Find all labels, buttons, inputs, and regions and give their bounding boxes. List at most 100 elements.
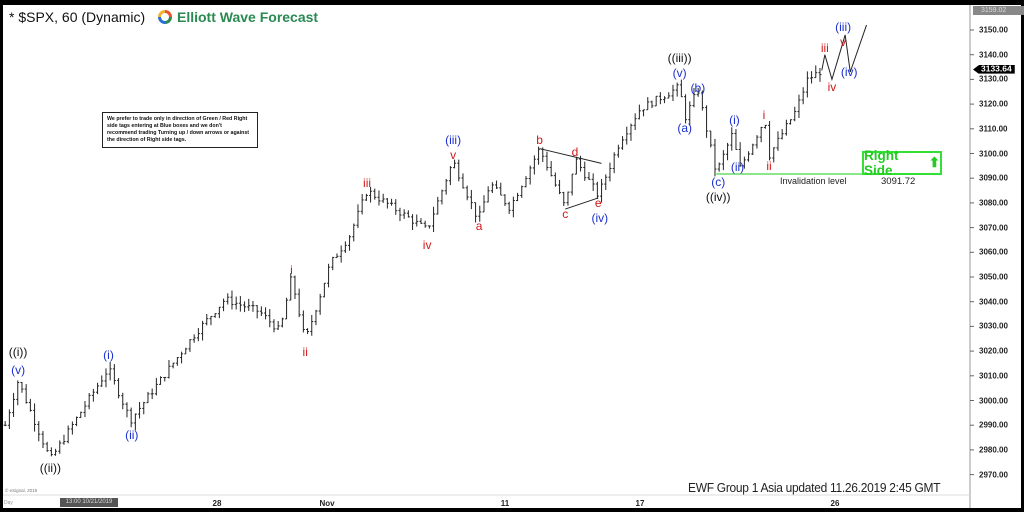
ohlc-bar [394, 199, 398, 215]
ohlc-bar [742, 156, 746, 169]
wave-label: iv [423, 238, 432, 252]
ohlc-bar [129, 407, 133, 428]
ohlc-bar [768, 121, 772, 161]
ohlc-bar [41, 431, 45, 449]
ohlc-bar [301, 310, 305, 333]
ohlc-bar [705, 105, 709, 138]
ohlc-bar [306, 328, 310, 335]
ohlc-bar [390, 198, 394, 206]
y-tick-label: 3110.00 [979, 124, 1008, 134]
wave-label: a [476, 219, 483, 233]
ohlc-bar [268, 309, 272, 328]
ohlc-bar [453, 159, 457, 169]
ohlc-bar [238, 296, 242, 312]
ohlc-bar [348, 235, 352, 251]
ohlc-bar [717, 162, 721, 172]
ohlc-bar [20, 381, 24, 393]
interval-day-label[interactable]: Day [4, 500, 13, 506]
ohlc-bar [419, 218, 423, 224]
ohlc-bar [478, 205, 482, 222]
ohlc-bar [692, 87, 696, 108]
ohlc-bar [222, 298, 226, 312]
x-tick-label: 17 [635, 499, 645, 508]
ohlc-bar [121, 392, 125, 410]
ohlc-bar [356, 204, 360, 229]
y-tick-label: 3000.00 [979, 396, 1008, 405]
ohlc-bar [192, 334, 196, 343]
ohlc-bar [700, 90, 704, 111]
ohlc-bar [112, 364, 116, 385]
ohlc-bar [721, 150, 725, 171]
ohlc-bar [230, 290, 234, 310]
ohlc-bar [495, 180, 499, 189]
x-tick-label: Nov [319, 499, 335, 508]
trading-note: We prefer to trade only in direction of … [102, 112, 258, 148]
wave-label: (ii) [125, 428, 138, 442]
triangle-trendline [539, 148, 602, 164]
triangle-trendline [565, 197, 599, 210]
ohlc-bar [684, 94, 688, 124]
ohlc-bar [587, 172, 591, 180]
ohlc-bar [226, 293, 230, 305]
y-tick-label: 3060.00 [979, 247, 1008, 257]
ohlc-bar [503, 194, 507, 207]
wave-label: (i) [103, 348, 114, 362]
ohlc-bar [58, 440, 62, 454]
ohlc-bar [545, 151, 549, 171]
y-tick-label: 3030.00 [979, 321, 1008, 331]
wave-label: iii [821, 41, 829, 55]
ohlc-bar [146, 391, 150, 404]
ohlc-bar [524, 176, 528, 188]
ohlc-bar [642, 109, 646, 117]
ohlc-bar [331, 256, 335, 271]
wave-label: ((ii)) [40, 461, 61, 475]
wave-label: v [840, 35, 846, 49]
ohlc-bar [276, 321, 280, 331]
y-tick-label: 2990.00 [979, 420, 1008, 430]
wave-label: (ii) [731, 160, 744, 174]
ohlc-bar [516, 192, 520, 202]
ohlc-bar [188, 339, 192, 352]
invalidation-value: 3091.72 [881, 176, 916, 187]
ohlc-bar [318, 293, 322, 315]
ohlc-bar [163, 376, 167, 382]
ohlc-bar [474, 202, 478, 223]
ohlc-bar [45, 441, 49, 452]
ohlc-bar [532, 155, 536, 175]
ohlc-bar [461, 173, 465, 189]
ohlc-bar [79, 411, 83, 418]
ohlc-bar [133, 413, 137, 431]
ohlc-bar [381, 193, 385, 203]
ohlc-bar [646, 97, 650, 111]
ohlc-bar [150, 388, 154, 400]
ohlc-bar [734, 129, 738, 151]
ohlc-bar [310, 314, 314, 336]
right-side-label: Right Side [864, 148, 899, 178]
ohlc-bar [104, 368, 108, 388]
ohlc-bar [251, 300, 255, 312]
ohlc-bar [209, 315, 213, 326]
ohlc-bar [180, 351, 184, 364]
ohlc-bar [343, 241, 347, 253]
ohlc-bar [49, 447, 53, 457]
ohlc-bar [486, 186, 490, 203]
y-tick-label: 3150.00 [979, 25, 1008, 35]
ohlc-bar [255, 305, 259, 319]
ohlc-bar [314, 309, 318, 326]
ohlc-bar [159, 376, 163, 385]
y-tick-label: 3140.00 [979, 50, 1008, 60]
wave-label: (a) [677, 121, 692, 135]
y-tick-label: 3100.00 [979, 149, 1008, 158]
right-side-tag: Right Side ⬆ [862, 148, 942, 178]
ohlc-bar [3, 421, 7, 427]
ohlc-bar [196, 328, 200, 342]
ohlc-bar [797, 94, 801, 119]
y-tick-label: 2980.00 [979, 445, 1008, 455]
ohlc-bar [213, 313, 217, 318]
price-chart[interactable]: ((i))(v)((ii))(i)(ii)iiiiiiiv(iii)vabcde… [3, 5, 1021, 508]
ohlc-bar [339, 245, 343, 263]
wave-label: (iii) [445, 133, 461, 147]
y-tick-label: 3070.00 [979, 223, 1008, 233]
ohlc-bar [604, 174, 608, 190]
x-tick-label: 11 [500, 499, 510, 508]
